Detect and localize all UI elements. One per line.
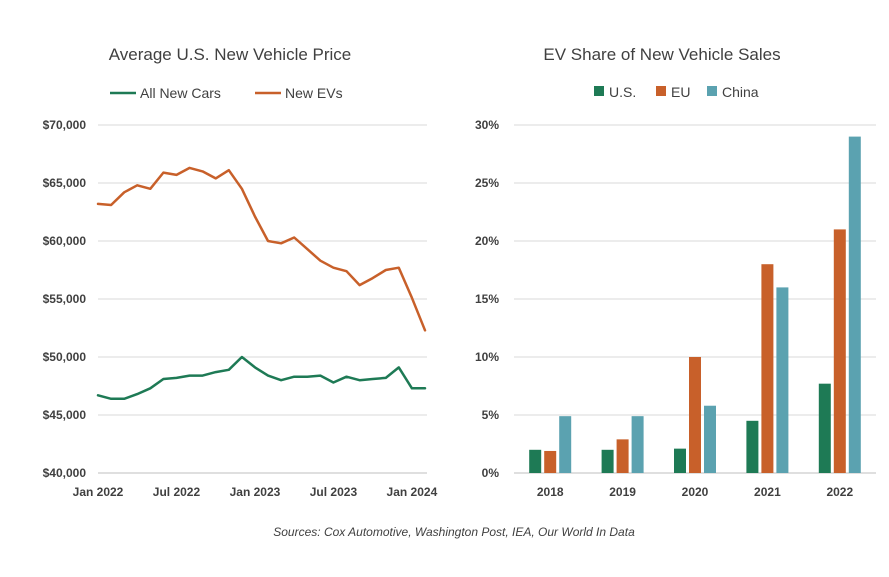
bar-u-s-2020 (674, 448, 686, 473)
bars (529, 136, 861, 473)
y-tick-label: 15% (475, 292, 499, 306)
y-tick-label: 0% (482, 466, 500, 480)
y-tick-label: 20% (475, 234, 499, 248)
price-line-chart: Average U.S. New Vehicle Price All New C… (43, 45, 438, 499)
x-tick-label: Jul 2022 (153, 485, 201, 499)
y-tick-label: $40,000 (43, 466, 87, 480)
bar-eu-2021 (761, 264, 774, 473)
bar-eu-2020 (689, 357, 701, 473)
legend-label-china: China (722, 84, 759, 100)
bar-china-2022 (848, 136, 861, 473)
y-tick-labels: 0% 5% 10% 15% 20% 25% 30% (475, 118, 499, 480)
y-tick-label: 30% (475, 118, 499, 132)
x-tick-label: 2020 (682, 485, 709, 499)
x-tick-label: 2022 (826, 485, 853, 499)
series-line-new-evs (96, 166, 427, 332)
chart-title: EV Share of New Vehicle Sales (543, 45, 780, 64)
y-tick-label: $70,000 (43, 118, 87, 132)
legend-swatch-china (707, 86, 717, 96)
legend-swatch-eu (656, 86, 666, 96)
x-tick-labels: Jan 2022 Jul 2022 Jan 2023 Jul 2023 Jan 2024 (73, 485, 438, 499)
x-tick-label: 2018 (537, 485, 564, 499)
y-tick-label: 25% (475, 176, 499, 190)
bar-u-s-2018 (529, 449, 542, 473)
legend-label-new-evs: New EVs (285, 85, 343, 101)
y-tick-label: $65,000 (43, 176, 87, 190)
y-tick-label: $60,000 (43, 234, 87, 248)
bar-china-2021 (776, 287, 789, 473)
chart-title: Average U.S. New Vehicle Price (109, 45, 352, 64)
bar-u-s-2019 (601, 449, 614, 473)
y-tick-label: $50,000 (43, 350, 87, 364)
bar-eu-2019 (616, 439, 629, 473)
y-tick-labels: $40,000 $45,000 $50,000 $55,000 $60,000 $65,0… (43, 118, 87, 480)
x-tick-label: Jan 2024 (387, 485, 438, 499)
y-tick-label: 5% (482, 408, 500, 422)
legend-label-all-new-cars: All New Cars (140, 85, 221, 101)
y-tick-label: $45,000 (43, 408, 87, 422)
x-tick-label: Jan 2023 (230, 485, 281, 499)
bar-eu-2022 (833, 229, 846, 473)
x-tick-label: Jul 2023 (310, 485, 358, 499)
bar-china-2019 (631, 416, 644, 473)
x-tick-label: Jan 2022 (73, 485, 124, 499)
bar-u-s-2021 (746, 420, 759, 473)
gridlines (98, 124, 427, 474)
bar-china-2018 (559, 416, 572, 473)
ev-share-bar-chart: EV Share of New Vehicle Sales U.S. EU Ch… (475, 45, 876, 499)
legend-label-us: U.S. (609, 84, 636, 100)
series-line-all-new-cars (96, 355, 427, 401)
series-lines (96, 166, 427, 401)
bar-u-s-2022 (818, 383, 831, 473)
x-tick-labels: 2018 2019 2020 2021 2022 (537, 485, 854, 499)
gridlines (514, 124, 876, 474)
bar-eu-2018 (544, 450, 557, 473)
x-tick-label: 2019 (609, 485, 636, 499)
bar-china-2020 (704, 405, 716, 473)
source-note: Sources: Cox Automotive, Washington Post… (273, 525, 635, 539)
legend-swatch-us (594, 86, 604, 96)
y-tick-label: $55,000 (43, 292, 87, 306)
legend-label-eu: EU (671, 84, 690, 100)
x-tick-label: 2021 (754, 485, 781, 499)
y-tick-label: 10% (475, 350, 499, 364)
chart-legend: U.S. EU China (594, 84, 759, 100)
chart-legend: All New Cars New EVs (110, 85, 343, 101)
